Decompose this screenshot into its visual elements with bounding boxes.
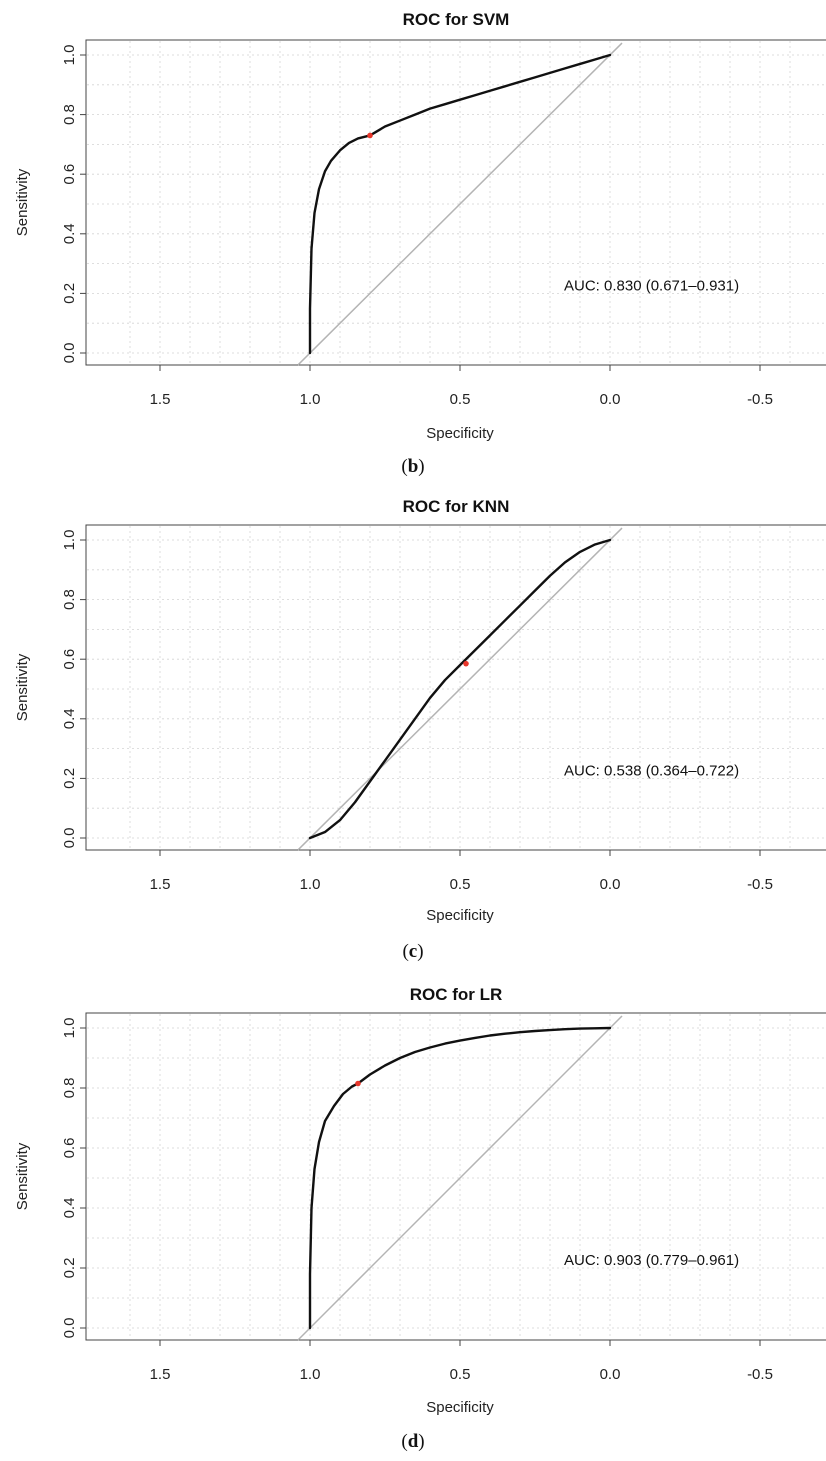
roc-curve xyxy=(308,538,612,840)
y-tick-label: 0.0 xyxy=(61,343,78,364)
x-tick-label: 0.5 xyxy=(450,391,471,408)
caption-letter: b xyxy=(408,456,419,477)
caption-letter: d xyxy=(408,1431,419,1452)
y-tick-label: 0.6 xyxy=(61,164,78,185)
x-tick-label: 0.0 xyxy=(600,1366,621,1383)
plot-frame xyxy=(85,1012,826,1341)
plot-frame xyxy=(85,39,826,366)
caption-open-paren: ( xyxy=(401,456,407,477)
x-tick-label: 1.0 xyxy=(300,391,321,408)
caption-close-paren: ) xyxy=(418,1431,424,1452)
chart-panel-b: ROC for SVM 0.0 0.2 0.4 0.6 0.8 1.0 1.5 1.0 0.5 0.… xyxy=(14,10,826,477)
grid-lines xyxy=(87,41,826,364)
y-tick-label: 0.6 xyxy=(61,1138,78,1159)
grid-lines xyxy=(87,526,826,849)
y-tick-label: 1.0 xyxy=(61,1018,78,1039)
chart-title: ROC for KNN xyxy=(403,497,510,516)
x-tick-label: -0.5 xyxy=(747,876,773,893)
x-tick-label: 0.0 xyxy=(600,391,621,408)
y-tick-label: 0.4 xyxy=(61,1198,78,1219)
y-tick-label: 1.0 xyxy=(61,530,78,551)
y-tick-label: 1.0 xyxy=(61,45,78,66)
x-tick-label: 0.0 xyxy=(600,876,621,893)
chart-panel-d: ROC for LR 0.0 0.2 0.4 0.6 0.8 1.0 1.5 1.0 0.5 0.0… xyxy=(14,985,826,1452)
y-tick-label: 0.2 xyxy=(61,768,78,789)
plot-frame xyxy=(85,524,826,851)
caption-close-paren: ) xyxy=(418,456,424,477)
reference-diagonal-line xyxy=(297,42,623,366)
auc-annotation: AUC: 0.538 (0.364–0.722) xyxy=(564,762,739,779)
panel-caption: (d) xyxy=(401,1431,424,1452)
x-tick-label: 0.5 xyxy=(450,1366,471,1383)
y-tick-label: 0.0 xyxy=(61,828,78,849)
chart-title: ROC for SVM xyxy=(403,10,510,29)
caption-letter: c xyxy=(409,941,417,962)
y-tick-label: 0.8 xyxy=(61,1078,78,1099)
x-tick-label: -0.5 xyxy=(747,391,773,408)
x-axis-label: Specificity xyxy=(426,1399,494,1416)
y-tick-label: 0.2 xyxy=(61,1258,78,1279)
x-axis-label: Specificity xyxy=(426,425,494,442)
reference-diagonal-line xyxy=(297,1015,623,1341)
x-tick-label: 1.0 xyxy=(300,1366,321,1383)
x-axis-label: Specificity xyxy=(426,907,494,924)
caption-close-paren: ) xyxy=(417,941,423,962)
caption-open-paren: ( xyxy=(401,1431,407,1452)
chart-panel-c: ROC for KNN 0.0 0.2 0.4 0.6 0.8 1.0 1.5 1.0 0.5 0.… xyxy=(14,497,826,962)
y-axis-label: Sensitivity xyxy=(14,1142,31,1210)
auc-annotation: AUC: 0.903 (0.779–0.961) xyxy=(564,1252,739,1269)
panel-caption: (b) xyxy=(401,456,424,477)
y-tick-label: 0.8 xyxy=(61,104,78,125)
roc-curve xyxy=(308,1026,612,1330)
y-tick-label: 0.8 xyxy=(61,589,78,610)
y-tick-label: 0.4 xyxy=(61,708,78,729)
caption-open-paren: ( xyxy=(402,941,408,962)
x-tick-label: 1.0 xyxy=(300,876,321,893)
grid-lines xyxy=(87,1014,826,1339)
threshold-point xyxy=(463,660,469,667)
y-axis-label: Sensitivity xyxy=(14,168,31,236)
y-tick-label: 0.2 xyxy=(61,283,78,304)
roc-curve xyxy=(308,53,612,355)
threshold-point xyxy=(355,1080,361,1087)
x-tick-label: 1.5 xyxy=(150,391,171,408)
panel-caption: (c) xyxy=(402,941,423,962)
y-tick-label: 0.0 xyxy=(61,1318,78,1339)
x-tick-label: 0.5 xyxy=(450,876,471,893)
y-tick-label: 0.4 xyxy=(61,223,78,244)
chart-title: ROC for LR xyxy=(410,985,503,1004)
auc-annotation: AUC: 0.830 (0.671–0.931) xyxy=(564,277,739,294)
x-tick-label: 1.5 xyxy=(150,1366,171,1383)
reference-diagonal-line xyxy=(297,527,623,851)
y-tick-label: 0.6 xyxy=(61,649,78,670)
x-tick-label: -0.5 xyxy=(747,1366,773,1383)
threshold-point xyxy=(367,132,373,139)
x-tick-label: 1.5 xyxy=(150,876,171,893)
y-axis-label: Sensitivity xyxy=(14,653,31,721)
